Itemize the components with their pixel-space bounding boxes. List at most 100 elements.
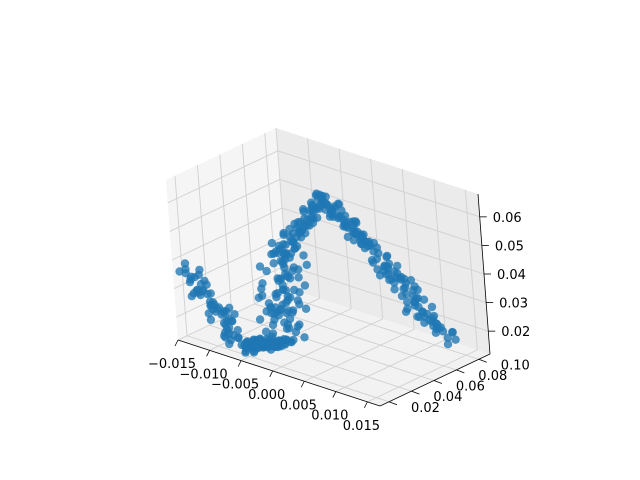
scatter-point	[180, 259, 190, 268]
y-gridline-floor	[209, 324, 412, 392]
scatter-point	[266, 339, 275, 348]
z-tick-label: 0.05	[495, 239, 524, 254]
scatter-point	[375, 271, 385, 280]
y-tick-label: 0.06	[456, 380, 485, 395]
scatter-point	[360, 244, 370, 253]
x-gridline-floor	[335, 339, 447, 392]
x-gridline-floor	[304, 328, 415, 382]
z-tick-label: 0.06	[493, 211, 522, 226]
scatter-point	[443, 333, 452, 342]
y-axis-line	[379, 353, 491, 407]
y-tick-label: 0.02	[411, 401, 440, 416]
y-gridline-floor	[231, 314, 435, 381]
scatter-point	[436, 323, 445, 332]
scatter-point	[285, 314, 295, 324]
scatter-point	[420, 318, 429, 327]
scatter-point	[301, 304, 311, 313]
scatter-point	[261, 327, 271, 336]
scatter-point	[329, 212, 338, 221]
scatter-point	[269, 259, 278, 268]
scatter-point	[403, 297, 412, 307]
x-tick-mark	[269, 370, 274, 378]
scatter-point	[226, 335, 236, 345]
x-tick-mark	[237, 360, 242, 367]
scatter-point	[268, 329, 278, 338]
scatter-point	[427, 302, 437, 312]
z-gridline-back	[277, 150, 480, 218]
y-tick-mark	[456, 369, 465, 374]
scatter-points	[175, 189, 460, 357]
x-tick-label: 0.000	[248, 388, 285, 403]
z-gridline-back	[279, 179, 482, 246]
scatter-point	[255, 262, 265, 271]
z-tick-label: 0.03	[499, 297, 528, 312]
x-gridline-floor	[272, 318, 383, 372]
scatter-point	[267, 238, 277, 248]
z-gridline-left	[171, 207, 283, 261]
scatter-point	[290, 285, 299, 295]
scatter-point	[349, 236, 359, 245]
scatter-point	[282, 335, 291, 344]
x-tick-mark	[300, 381, 305, 388]
scatter-point	[294, 273, 303, 282]
z-gridline-back	[286, 264, 489, 332]
y-tick-label: 0.10	[501, 358, 530, 373]
scatter-point	[273, 274, 282, 283]
scatter-point	[264, 299, 274, 308]
scatter-point	[187, 292, 196, 301]
scatter-point	[262, 266, 271, 276]
scatter-point	[300, 333, 309, 342]
scatter-point	[219, 318, 229, 328]
x-tick-mark	[332, 391, 337, 398]
scatter-point	[299, 205, 308, 214]
y-tick-mark	[411, 390, 420, 395]
y-tick-mark	[433, 380, 443, 384]
x-tick-mark	[174, 339, 179, 347]
y-gridline-floor	[186, 335, 390, 403]
scatter-point	[414, 302, 423, 312]
scatter-point	[409, 286, 418, 295]
scatter-point	[401, 283, 410, 292]
scatter-point	[203, 289, 212, 299]
scatter-point	[220, 331, 229, 341]
scatter-point	[390, 285, 399, 294]
x-tick-label: 0.015	[343, 419, 380, 434]
scatter-point	[258, 279, 267, 288]
y-tick-label: 0.08	[478, 369, 507, 384]
scatter-point	[431, 328, 441, 337]
scatter-point	[283, 296, 292, 305]
y-tick-mark	[478, 358, 487, 363]
scatter-point	[308, 200, 317, 210]
scatter-point	[254, 293, 263, 302]
scatter-point	[300, 281, 310, 290]
x-tick-label: −0.015	[148, 357, 196, 372]
scatter-point	[302, 260, 311, 270]
x-tick-label: −0.010	[180, 367, 228, 382]
scatter-point	[299, 251, 308, 260]
x-axis-line	[177, 339, 381, 407]
z-gridline-left	[167, 150, 278, 204]
scatter-point	[204, 309, 213, 318]
scatter-point	[382, 252, 391, 262]
scatter-point	[278, 281, 287, 290]
scatter-point	[276, 342, 286, 351]
scatter-point	[279, 228, 288, 238]
scatter-point	[285, 324, 294, 333]
y-tick-mark	[388, 401, 398, 406]
scatter-point	[270, 315, 279, 324]
scatter-point	[403, 304, 412, 313]
scatter-point	[253, 336, 262, 345]
scatter-point	[289, 263, 298, 272]
scatter-point	[397, 291, 407, 301]
scatter-point	[206, 315, 216, 324]
y-tick-label: 0.04	[433, 390, 462, 405]
scatter-point	[186, 275, 195, 284]
scatter-point	[448, 328, 457, 337]
scatter-point	[181, 269, 190, 278]
scatter-point	[383, 263, 393, 273]
scatter-point	[393, 261, 402, 271]
scatter-point	[274, 241, 284, 250]
scatter-point	[234, 333, 243, 343]
scatter-point	[307, 215, 316, 224]
